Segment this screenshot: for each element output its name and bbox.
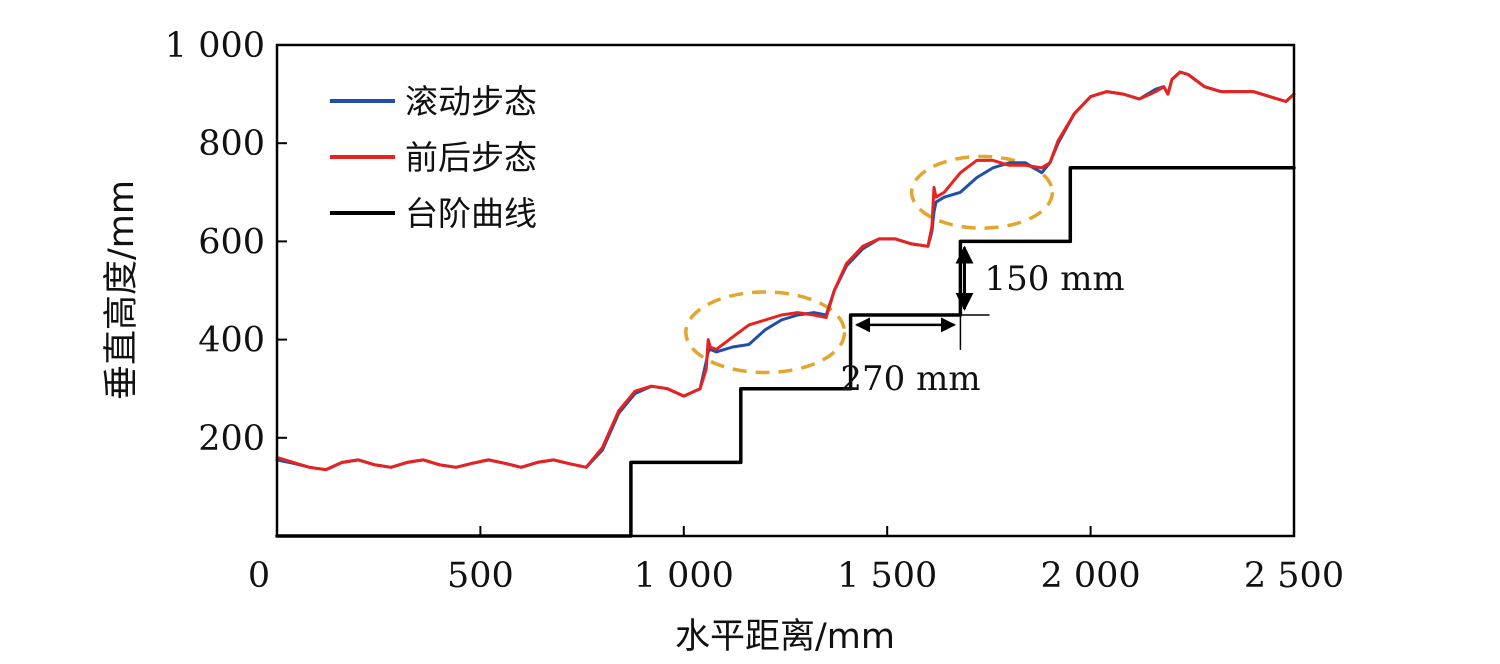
legend-label: 滚动步态 [405, 82, 537, 121]
x-tick-label: 1 500 [837, 556, 937, 596]
series-line-1 [275, 70, 1296, 472]
y-tick-label: 400 [198, 321, 265, 361]
series-layer [275, 70, 1296, 538]
x-tick-label: 0 [248, 556, 270, 596]
legend-label: 台阶曲线 [405, 194, 537, 233]
height-dimension-label: 150 mm [984, 259, 1124, 299]
series-line-2 [275, 70, 1296, 472]
x-tick-label: 500 [447, 556, 514, 596]
x-tick-label: 2 000 [1040, 556, 1140, 596]
tick-layer: 0 500 1 000 1 500 2 000 2 500 200 400 600 800 1 00… [165, 26, 1344, 596]
y-tick-label: 1 000 [165, 26, 265, 66]
plot-frame [275, 43, 1296, 538]
width-dimension-label: 270 mm [840, 359, 980, 399]
legend-label: 前后步态 [405, 138, 537, 177]
series-line-3 [275, 166, 1296, 538]
y-tick-label: 600 [198, 222, 265, 262]
y-tick-label: 800 [198, 124, 265, 164]
x-tick-label: 2 500 [1244, 556, 1344, 596]
highlight-layer [684, 154, 1055, 375]
x-axis-title: 水平距离/mm [675, 617, 895, 657]
y-axis-title: 垂直高度/mm [102, 180, 142, 400]
y-tick-label: 200 [198, 419, 265, 459]
annotation-layer: 150 mm 270 mm [840, 245, 1125, 399]
x-tick-label: 1 000 [634, 556, 734, 596]
highlight-ellipse [909, 154, 1055, 230]
highlight-ellipse [684, 290, 847, 375]
